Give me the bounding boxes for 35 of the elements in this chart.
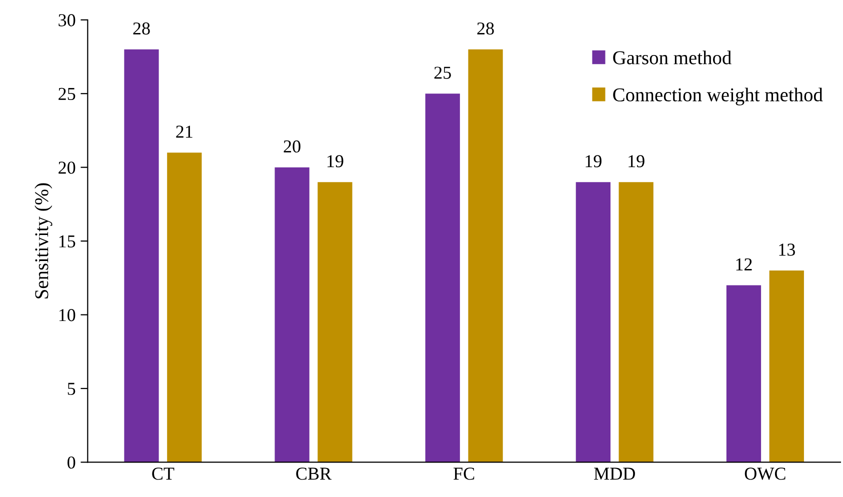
y-tick-label: 20 [58,162,76,174]
x-tick-label: OWC [744,468,786,480]
bar [318,182,352,462]
x-tick-label: FC [454,468,474,480]
y-axis-title: Sensitivity (%) [34,183,52,298]
data-label: 28 [133,22,150,35]
legend-label: Connection weight method [613,88,823,106]
bar [576,182,610,462]
data-label: 21 [176,126,192,138]
data-label: 28 [477,22,494,35]
y-tick-label: 5 [68,382,76,395]
y-tick-label: 0 [68,456,76,469]
bar [618,182,654,462]
legend-label: Garson method [613,50,732,64]
bar [274,167,310,462]
data-label: 19 [628,155,644,168]
bar [769,270,804,462]
data-label: 19 [328,155,344,168]
bar [468,49,503,462]
bar [726,285,762,462]
bar [124,49,159,462]
x-tick-label: MDD [594,468,635,480]
y-tick-label: 10 [59,309,76,322]
data-label: 19 [586,155,602,168]
y-tick-label: 15 [59,235,76,248]
y-tick-label: 30 [58,14,76,26]
bar [425,94,460,462]
data-label: 13 [779,244,795,256]
data-label: 12 [736,258,752,270]
x-tick-label: CT [152,468,174,480]
data-label: 20 [284,140,300,153]
y-tick-label: 25 [58,88,76,100]
bar [167,152,202,462]
x-tick-label: CBR [296,468,332,480]
data-label: 25 [434,66,451,79]
